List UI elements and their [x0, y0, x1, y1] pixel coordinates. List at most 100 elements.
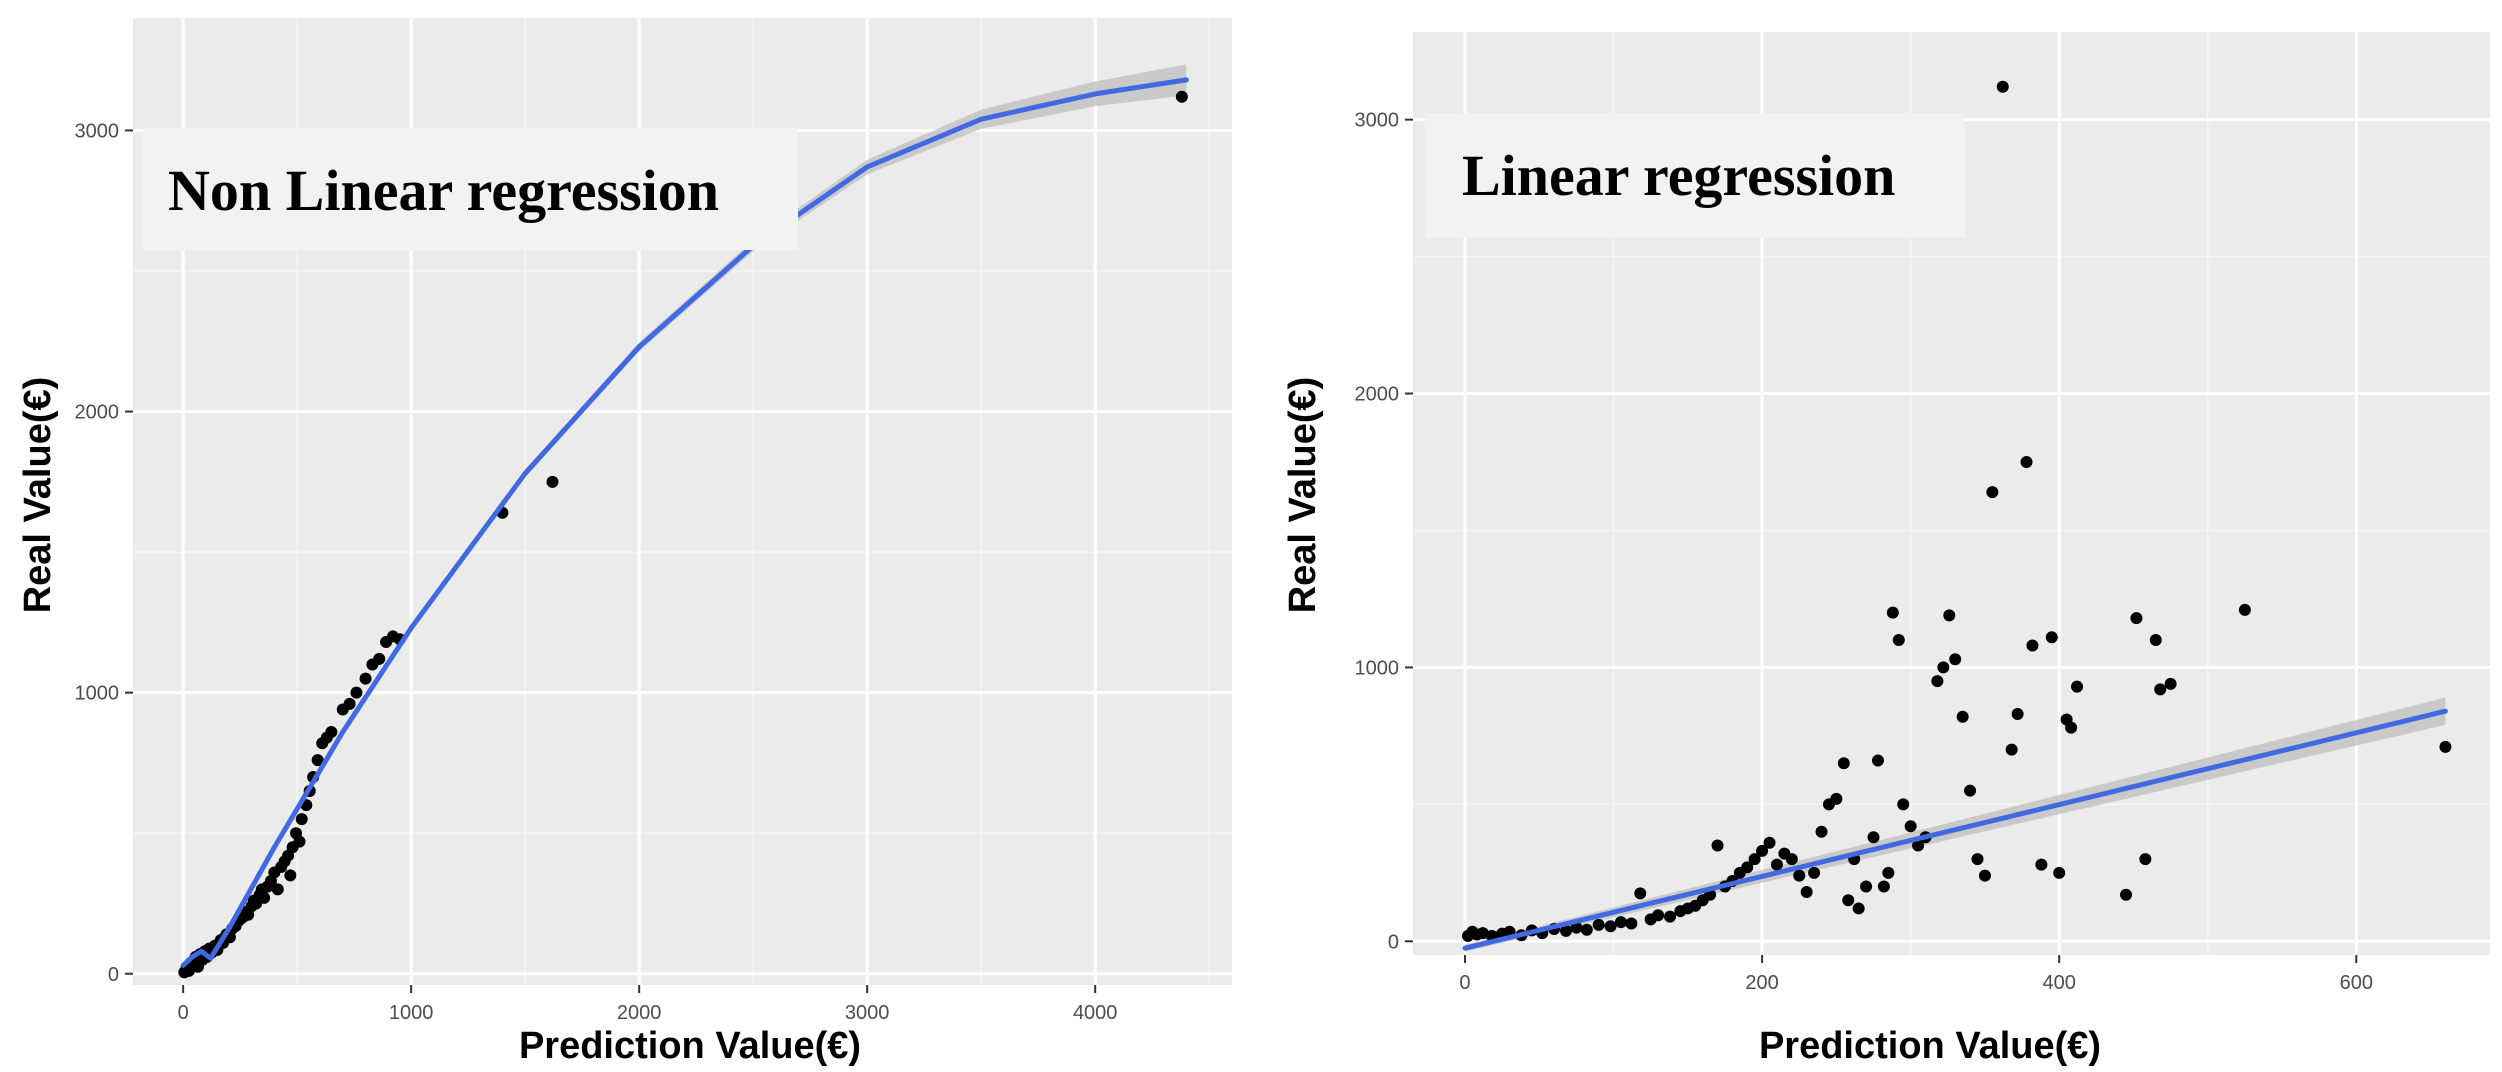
data-point	[373, 652, 386, 665]
data-point	[1748, 853, 1761, 866]
data-point	[1625, 917, 1638, 930]
x-tick-label: 400	[2043, 972, 2076, 994]
data-point	[1570, 921, 1583, 934]
data-point	[1986, 486, 1999, 499]
data-point	[325, 726, 338, 739]
data-point	[2120, 888, 2133, 901]
y-axis-title: Real Value(€)	[17, 377, 59, 614]
data-point	[1949, 653, 1962, 666]
data-point	[1978, 869, 1991, 882]
annotation-box: Linear regression	[1425, 113, 1965, 238]
regression-line	[1462, 708, 2448, 951]
data-point	[546, 475, 559, 488]
data-point	[1663, 910, 1676, 923]
x-tick-labels: 0 200 400 600	[1459, 955, 2373, 994]
scatter-points	[1461, 80, 2452, 942]
data-point	[1877, 880, 1890, 893]
annotation-background	[1425, 113, 1965, 238]
data-point	[1912, 839, 1925, 852]
y-tick-label: 2000	[75, 402, 120, 424]
data-point	[295, 813, 308, 826]
data-point	[1956, 710, 1969, 723]
x-tick-label: 0	[178, 1002, 189, 1024]
data-point	[284, 869, 297, 882]
linear-regression-panel: Linear regression 0 200 400 600 0 1000 2000 30…	[1282, 32, 2490, 1067]
x-tick-label: 0	[1459, 972, 1470, 994]
annotation-label: Non Linear regression	[168, 158, 719, 223]
data-point	[2164, 677, 2177, 690]
x-axis-title: Prediction Value(€)	[519, 1025, 861, 1067]
data-point	[1904, 820, 1917, 833]
data-point	[1882, 866, 1895, 879]
y-tick-label: 3000	[75, 120, 120, 142]
x-tick-label: 1000	[389, 1002, 434, 1024]
data-point	[1871, 754, 1884, 767]
data-point	[1830, 792, 1843, 805]
x-tick-labels: 0 1000 2000 3000 4000	[178, 985, 1117, 1024]
data-point	[343, 697, 356, 710]
data-point	[293, 835, 306, 848]
data-point	[1964, 784, 1977, 797]
y-tick-label: 0	[1388, 931, 1399, 953]
data-point	[359, 672, 372, 685]
data-point	[2045, 631, 2058, 644]
data-point	[2238, 603, 2251, 616]
data-point	[1867, 831, 1880, 844]
data-point	[2065, 721, 2078, 734]
x-axis-title: Prediction Value(€)	[1759, 1025, 2101, 1067]
data-point	[1711, 839, 1724, 852]
data-point	[2130, 612, 2143, 625]
y-axis-title: Real Value(€)	[1282, 377, 1324, 614]
y-tick-label: 2000	[1355, 384, 1400, 406]
data-point	[1785, 853, 1798, 866]
fit-line	[1462, 708, 2448, 951]
y-tick-label: 3000	[1355, 110, 1400, 132]
data-point	[1860, 880, 1873, 893]
data-point	[2071, 680, 2084, 693]
data-point	[2053, 866, 2066, 879]
data-point	[2139, 853, 2152, 866]
data-point	[311, 754, 324, 767]
nonlinear-regression-panel: Non Linear regression 0 1000 2000 3000 4000 …	[17, 18, 1232, 1067]
data-point	[1756, 844, 1769, 857]
data-point	[1897, 798, 1910, 811]
data-point	[2149, 634, 2162, 647]
data-point	[1175, 90, 1188, 103]
data-point	[1931, 675, 1944, 688]
data-point	[1808, 866, 1821, 879]
regression-line	[180, 77, 1189, 968]
data-point	[1943, 609, 1956, 622]
data-point	[1741, 861, 1754, 874]
annotation-box: Non Linear regression	[143, 128, 798, 250]
data-point	[1937, 661, 1950, 674]
data-point	[1592, 918, 1605, 931]
x-tick-label: 200	[1745, 972, 1778, 994]
data-point	[1580, 923, 1593, 936]
data-point	[2154, 683, 2167, 696]
annotation-background	[143, 128, 798, 250]
data-point	[2439, 740, 2452, 753]
data-point	[271, 883, 284, 896]
fit-line	[180, 77, 1189, 968]
data-point	[1892, 634, 1905, 647]
x-tick-label: 2000	[617, 1002, 662, 1024]
data-point	[1815, 825, 1828, 838]
data-point	[1886, 606, 1899, 619]
data-point	[1604, 920, 1617, 933]
data-point	[350, 686, 363, 699]
data-point	[1614, 916, 1627, 929]
data-point	[1652, 909, 1665, 922]
data-point	[2035, 858, 2048, 871]
y-tick-labels: 0 1000 2000 3000	[1355, 110, 1413, 953]
x-tick-label: 600	[2340, 972, 2373, 994]
data-point	[258, 891, 271, 904]
y-tick-label: 1000	[1355, 657, 1400, 679]
annotation-label: Linear regression	[1462, 143, 1895, 208]
y-tick-label: 0	[108, 964, 119, 986]
data-point	[1793, 869, 1806, 882]
data-point	[1971, 853, 1984, 866]
scatter-points	[178, 90, 1188, 979]
data-point	[2026, 639, 2039, 652]
y-tick-labels: 0 1000 2000 3000	[75, 120, 133, 986]
